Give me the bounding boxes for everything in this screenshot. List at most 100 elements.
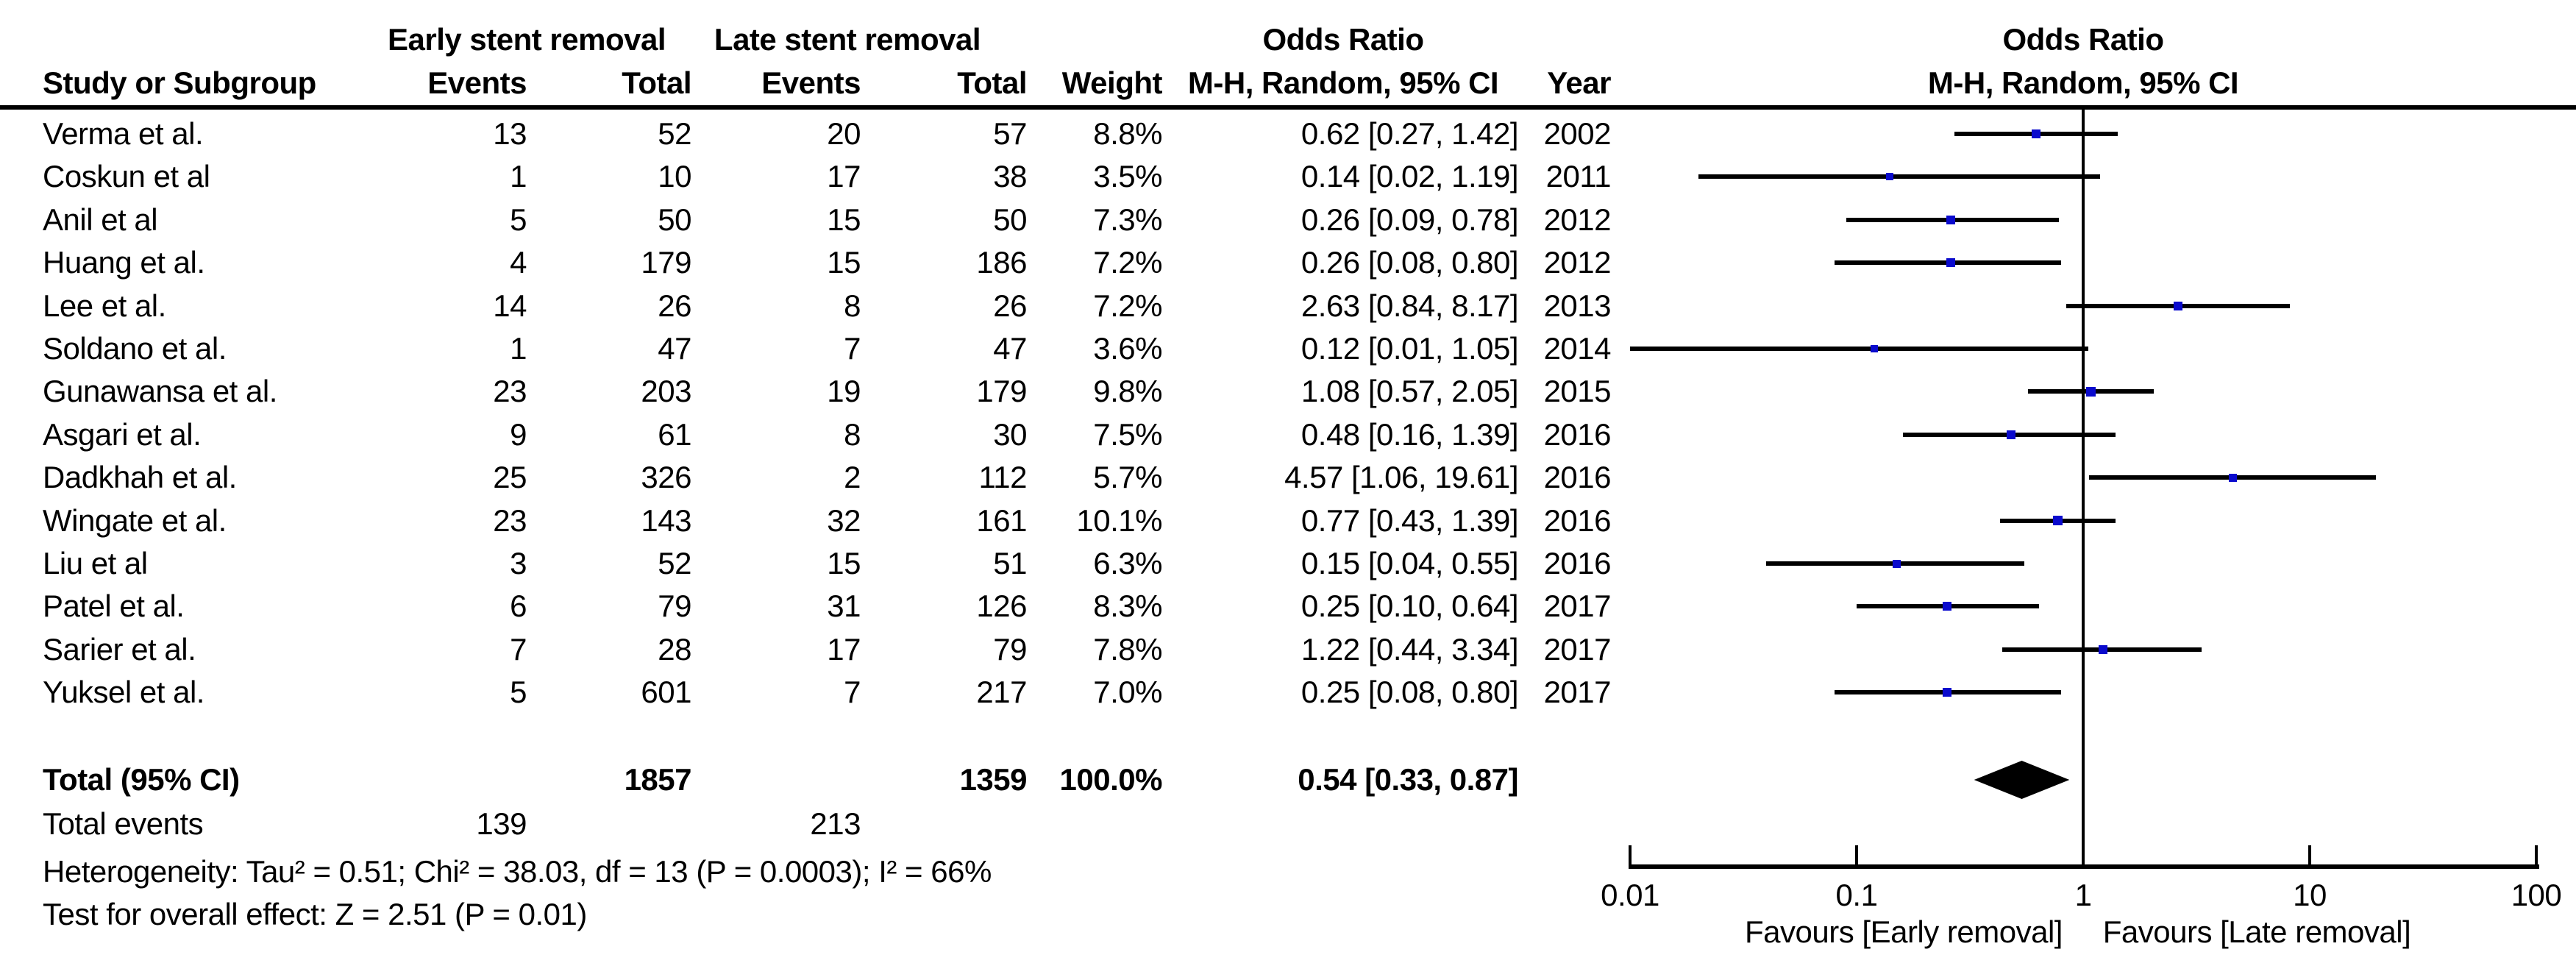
weight-value: 7.2% <box>1093 245 1162 280</box>
or-ci-value: 0.77 [0.43, 1.39] <box>1301 502 1519 538</box>
total-early-value: 47 <box>658 331 691 366</box>
axis-tick <box>1855 845 1858 864</box>
events-early-value: 23 <box>493 374 527 409</box>
weight-value: 7.2% <box>1093 288 1162 323</box>
total-diamond <box>1974 761 2070 799</box>
events-late-value: 7 <box>844 331 861 366</box>
study-label: Coskun et al <box>43 159 210 194</box>
year-value: 2016 <box>1543 460 1612 495</box>
group-header-late: Late stent removal <box>714 22 981 57</box>
total-late-value: 30 <box>993 416 1027 452</box>
events-early-value: 6 <box>510 589 527 624</box>
or-ci-value: 0.62 [0.27, 1.42] <box>1301 116 1519 151</box>
events-early-value: 5 <box>510 202 527 237</box>
total-late-value: 47 <box>993 331 1027 366</box>
or-ci-value: 0.12 [0.01, 1.05] <box>1301 331 1519 366</box>
events-late-value: 19 <box>827 374 861 409</box>
events-late-value: 15 <box>827 202 861 237</box>
effect-marker <box>2085 386 2096 397</box>
or-ci-value: 0.14 [0.02, 1.19] <box>1301 159 1519 194</box>
total-early-value: 79 <box>658 589 691 624</box>
events-late-value: 15 <box>827 245 861 280</box>
year-value: 2002 <box>1543 116 1612 151</box>
weight-value: 7.8% <box>1093 631 1162 667</box>
weight-value: 6.3% <box>1093 546 1162 580</box>
effect-marker <box>1871 345 1879 352</box>
heterogeneity-text: Heterogeneity: Tau² = 0.51; Chi² = 38.03… <box>43 854 992 889</box>
year-value: 2017 <box>1543 675 1612 710</box>
effect-marker <box>1946 258 1955 268</box>
total-early-value: 28 <box>658 631 691 667</box>
x-axis-line <box>1629 864 2539 869</box>
total-row-label: Total (95% CI) <box>43 762 240 797</box>
events-late-value: 20 <box>827 116 861 151</box>
or-ci-value: 0.26 [0.09, 0.78] <box>1301 202 1519 237</box>
year-value: 2012 <box>1543 202 1612 237</box>
total-late-value: 57 <box>993 116 1027 151</box>
study-label: Patel et al. <box>43 589 185 624</box>
study-label: Sarier et al. <box>43 631 196 667</box>
column-header-total-early: Total <box>622 65 691 100</box>
column-header-or-ci: M-H, Random, 95% CI <box>1187 65 1499 100</box>
axis-tick-label: 1 <box>2074 878 2092 912</box>
total-early-value: 326 <box>641 460 691 495</box>
effect-marker <box>2228 473 2237 482</box>
favours-right-label: Favours [Late removal] <box>2102 914 2411 949</box>
axis-tick-label: 0.1 <box>1835 878 1878 912</box>
total-early-value: 601 <box>641 675 691 710</box>
total-late-value: 186 <box>976 245 1027 280</box>
weight-value: 8.3% <box>1093 589 1162 624</box>
total-late-value: 38 <box>993 159 1027 194</box>
events-early-value: 9 <box>510 416 527 452</box>
events-early-value: 25 <box>493 460 527 495</box>
study-label: Lee et al. <box>43 288 166 323</box>
or-ci-value: 0.25 [0.08, 0.80] <box>1301 675 1519 710</box>
events-late-value: 15 <box>827 546 861 580</box>
events-early-value: 13 <box>493 116 527 151</box>
effect-marker <box>2052 516 2063 526</box>
year-value: 2016 <box>1543 502 1612 538</box>
total-events-label: Total events <box>43 806 204 841</box>
ci-line <box>1698 174 2101 180</box>
effect-marker <box>1892 559 1901 568</box>
axis-tick <box>2082 845 2085 864</box>
total-events-late: 213 <box>810 806 861 841</box>
events-late-value: 32 <box>827 502 861 538</box>
study-label: Asgari et al. <box>43 416 202 452</box>
total-events-early: 139 <box>476 806 527 841</box>
effect-marker <box>2032 129 2041 138</box>
total-late-n: 1359 <box>959 762 1028 797</box>
axis-tick <box>2535 845 2538 864</box>
column-header-events-early: Events <box>427 65 527 100</box>
total-late-value: 217 <box>976 675 1027 710</box>
total-early-n: 1857 <box>624 762 692 797</box>
total-early-value: 10 <box>658 159 691 194</box>
or-ci-value: 1.08 [0.57, 2.05] <box>1301 374 1519 409</box>
axis-tick <box>2308 845 2311 864</box>
weight-value: 7.0% <box>1093 675 1162 710</box>
plot-header-or-ci: M-H, Random, 95% CI <box>1927 65 2239 100</box>
year-value: 2013 <box>1543 288 1612 323</box>
events-late-value: 17 <box>827 159 861 194</box>
weight-value: 5.7% <box>1093 460 1162 495</box>
null-effect-line <box>2082 105 2085 869</box>
events-late-value: 8 <box>844 416 861 452</box>
total-weight: 100.0% <box>1059 762 1163 797</box>
total-late-value: 126 <box>976 589 1027 624</box>
events-early-value: 14 <box>493 288 527 323</box>
odds-ratio-table-title: Odds Ratio <box>1262 22 1424 57</box>
effect-marker <box>1942 602 1951 611</box>
events-early-value: 5 <box>510 675 527 710</box>
events-early-value: 1 <box>510 331 527 366</box>
axis-tick-label: 0.01 <box>1601 878 1659 912</box>
year-value: 2014 <box>1543 331 1612 366</box>
year-value: 2016 <box>1543 416 1612 452</box>
year-value: 2016 <box>1543 546 1612 580</box>
or-ci-value: 4.57 [1.06, 19.61] <box>1284 460 1518 495</box>
total-early-value: 52 <box>658 116 691 151</box>
odds-ratio-plot-title: Odds Ratio <box>2002 22 2164 57</box>
year-value: 2017 <box>1543 589 1612 624</box>
or-ci-value: 0.15 [0.04, 0.55] <box>1301 546 1519 580</box>
total-late-value: 51 <box>993 546 1027 580</box>
